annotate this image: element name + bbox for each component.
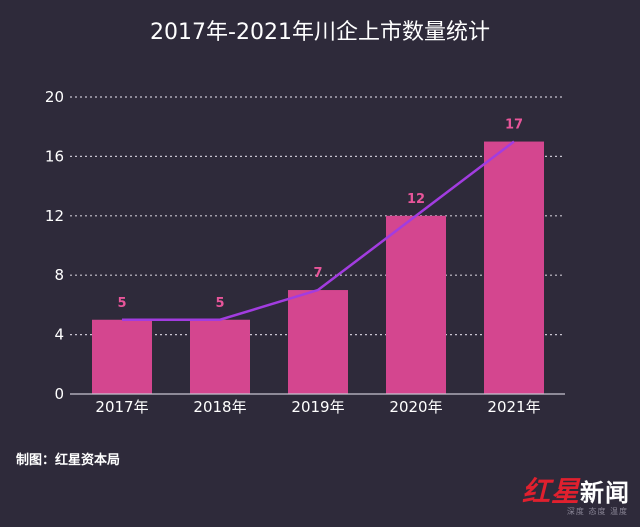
y-tick-label: 0 <box>54 385 64 403</box>
x-tick-label: 2021年 <box>487 398 540 416</box>
data-label: 7 <box>313 266 322 281</box>
y-axis-ticks: 0 4 8 12 16 20 <box>45 88 64 403</box>
news-logo: 红星新闻 深度 态度 温度 <box>512 470 630 520</box>
chart-credit: 制图：红星资本局 <box>16 453 121 468</box>
y-tick-label: 12 <box>45 207 64 225</box>
y-tick-label: 16 <box>45 147 64 165</box>
trend-line <box>122 140 515 321</box>
bars <box>92 141 544 394</box>
x-axis-ticks: 2017年 2018年 2019年 2020年 2021年 <box>95 398 540 416</box>
bar <box>484 141 544 394</box>
y-tick-label: 8 <box>54 266 64 284</box>
chart-title: 2017年-2021年川企上市数量统计 <box>150 20 490 45</box>
bar-chart: 0 4 8 12 16 20 2017年 2018年 2019年 2020年 2021年 5 5 7 1… <box>45 88 565 416</box>
data-label: 17 <box>505 118 523 133</box>
logo-wordmark: 红星新闻 <box>522 470 630 510</box>
logo-accent-text: 红星 <box>521 475 580 508</box>
data-labels: 5 5 7 12 17 <box>117 118 523 311</box>
data-label: 12 <box>407 192 425 207</box>
bar <box>386 215 446 394</box>
x-tick-label: 2018年 <box>193 398 246 416</box>
y-tick-label: 20 <box>45 88 64 106</box>
logo-main-text: 新闻 <box>580 478 630 507</box>
x-tick-label: 2017年 <box>95 398 148 416</box>
bar <box>190 319 250 394</box>
data-label: 5 <box>215 296 224 311</box>
x-tick-label: 2019年 <box>291 398 344 416</box>
x-tick-label: 2020年 <box>389 398 442 416</box>
y-tick-label: 4 <box>54 326 64 344</box>
bar <box>92 319 152 394</box>
logo-tagline: 深度 态度 温度 <box>566 507 628 516</box>
data-label: 5 <box>117 296 126 311</box>
bar <box>288 290 348 394</box>
